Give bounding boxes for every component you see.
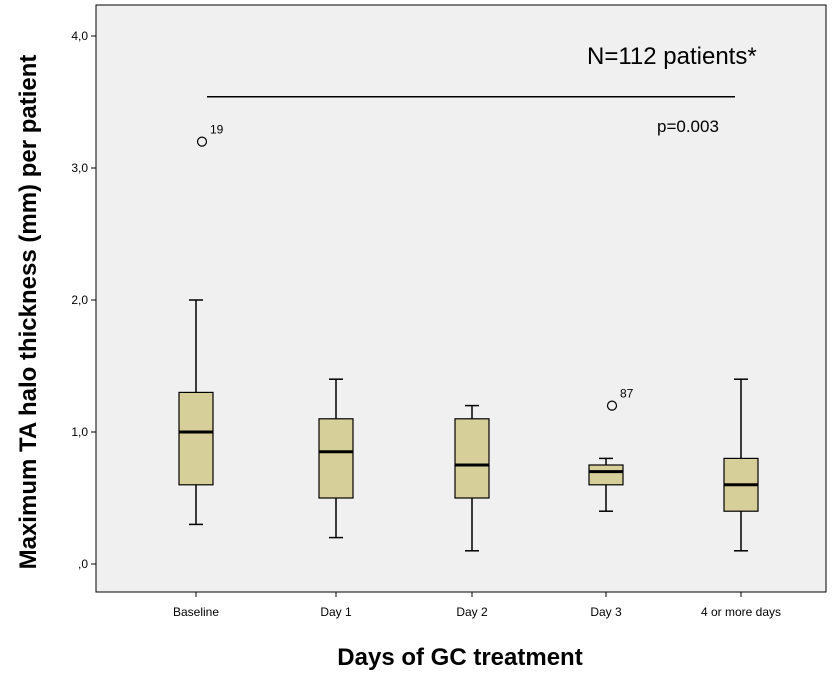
sample-size-annotation: N=112 patients* <box>587 43 757 70</box>
x-axis-title: Days of GC treatment <box>337 644 582 671</box>
box-4-or-more-days <box>723 378 759 552</box>
annotations: N=112 patients* p=0.003 <box>207 43 757 136</box>
x-tick-label: Baseline <box>173 605 219 619</box>
y-tick-label: 2,0 <box>71 293 88 307</box>
box-day-1 <box>318 378 354 539</box>
p-value-annotation: p=0.003 <box>657 117 719 136</box>
box-baseline: 19 <box>178 123 224 526</box>
y-axis-title: Maximum TA halo thickness (mm) per patie… <box>15 55 42 570</box>
iqr-box <box>178 391 214 486</box>
x-tick-label: 4 or more days <box>701 605 781 619</box>
y-tick-label: 4,0 <box>71 29 88 43</box>
plot-area <box>95 4 827 593</box>
outlier-point <box>196 136 208 147</box>
x-axis: Baseline Day 1 Day 2 Day 3 4 or more days <box>173 592 781 619</box>
outlier-point <box>606 400 618 411</box>
outlier-label: 87 <box>620 387 634 401</box>
y-tick-label: 1,0 <box>71 425 88 439</box>
y-axis: ,0 1,0 2,0 3,0 4,0 <box>71 29 96 571</box>
box-day-2 <box>454 404 490 552</box>
y-tick-label: ,0 <box>78 557 88 571</box>
x-tick-label: Day 1 <box>320 605 352 619</box>
x-tick-label: Day 3 <box>590 605 622 619</box>
outlier-label: 19 <box>210 123 224 137</box>
iqr-box <box>454 418 490 499</box>
iqr-box <box>318 418 354 499</box>
box-day-3: 87 <box>588 387 634 512</box>
iqr-box <box>588 464 624 486</box>
x-tick-label: Day 2 <box>456 605 488 619</box>
y-tick-label: 3,0 <box>71 161 88 175</box>
